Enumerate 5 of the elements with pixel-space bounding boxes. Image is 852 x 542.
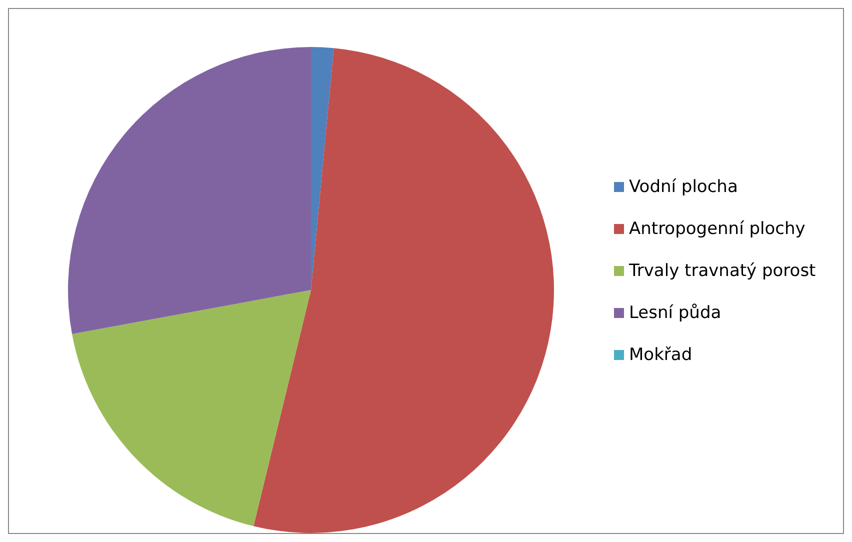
- legend-label: Antropogenní plochy: [629, 219, 806, 239]
- legend-label: Trvaly travnatý porost: [628, 261, 816, 281]
- legend-label: Mokřad: [629, 345, 692, 365]
- legend-label: Vodní plocha: [629, 177, 738, 197]
- legend-label: Lesní půda: [629, 303, 722, 323]
